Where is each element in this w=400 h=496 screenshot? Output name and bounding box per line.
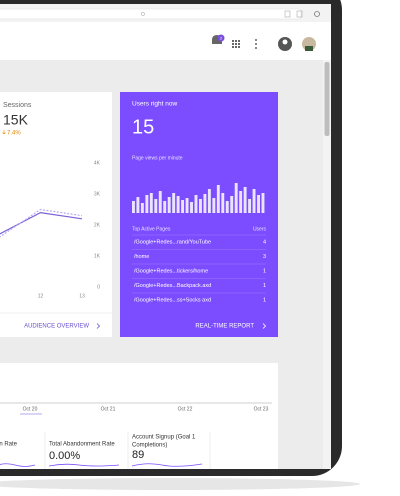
bar [212, 198, 216, 213]
metric-change: 7.4% [7, 131, 21, 137]
date-label: Oct 22 [178, 406, 193, 412]
bar [221, 193, 225, 213]
bar [190, 202, 193, 213]
bar [181, 200, 185, 213]
bar [136, 197, 140, 213]
avatar-shirt [305, 46, 313, 51]
page-path: /Google+Redes...ss+Socks axd [134, 297, 211, 303]
page-users: 1 [263, 283, 266, 289]
date-label: Oct 21 [101, 406, 116, 412]
table-header: Users [253, 226, 267, 232]
scroll-thumb[interactable] [324, 62, 330, 136]
metric-label: Total Abandonment Rate [49, 442, 115, 448]
bar [149, 193, 153, 213]
bar [257, 195, 260, 213]
bar [239, 191, 243, 213]
metric-label: Completions) [132, 443, 167, 449]
realtime-report-link[interactable]: REAL-TIME REPORT [195, 324, 254, 330]
page-path: /Google+Redes...tickers/home [134, 268, 208, 274]
table-header: Top Active Pages [132, 226, 171, 232]
address-bar[interactable] [0, 8, 302, 20]
bar [230, 196, 234, 213]
realtime-card [120, 92, 278, 337]
metric-value: 89 [132, 449, 144, 461]
bar [252, 189, 256, 213]
realtime-title: Users right now [132, 101, 177, 108]
app-header [0, 22, 331, 60]
notification-badge [217, 34, 225, 42]
timeline-card [0, 363, 278, 469]
page-path: /Google+Redes...Backpack.axd [134, 283, 211, 289]
bar [132, 201, 135, 213]
chevron [262, 323, 267, 329]
bar [167, 197, 171, 213]
bar [154, 199, 158, 213]
y-tick-label: 2K [94, 222, 101, 228]
bar [176, 196, 180, 213]
page-users: 1 [263, 297, 266, 303]
bar [163, 201, 167, 213]
share-icon[interactable] [284, 10, 291, 18]
shadow [0, 478, 360, 490]
account-icon-head [282, 39, 288, 45]
chart-title: Page views per minute [132, 155, 183, 161]
page-users: 1 [263, 268, 266, 274]
apps-icon[interactable] [232, 40, 240, 48]
bar [158, 191, 162, 213]
bar [248, 199, 252, 213]
page-users: 3 [263, 254, 266, 260]
metric-value: 0.00% [49, 450, 80, 462]
bar [140, 203, 144, 213]
metric-label: Sessions [3, 102, 32, 109]
realtime-value: 15 [132, 116, 154, 138]
y-tick-label: 0 [97, 284, 100, 290]
bar [207, 189, 211, 213]
scrollbar[interactable] [323, 60, 331, 469]
bar [194, 195, 198, 213]
metric-label: Account Signup (Goal 1 [132, 435, 196, 441]
bar [172, 193, 176, 213]
bar [145, 195, 149, 213]
date-label: Oct 23 [254, 406, 269, 412]
change-arrow [2, 130, 6, 135]
y-tick-label: 3K [94, 191, 101, 197]
chevron [96, 323, 101, 329]
bar [203, 194, 207, 213]
tabs-icon[interactable] [296, 10, 303, 18]
x-tick-label: 12 [38, 293, 44, 299]
page-path: /home [134, 254, 149, 260]
series-line [0, 208, 83, 238]
y-tick-label: 1K [94, 253, 101, 259]
notification-count: 2 [220, 35, 223, 40]
sparkline [0, 463, 203, 467]
x-tick-label: 13 [79, 293, 85, 299]
bar [261, 193, 265, 213]
page-users: 4 [263, 239, 266, 245]
bar [243, 187, 247, 213]
y-tick-label: 4K [94, 160, 101, 166]
bar [185, 198, 189, 213]
metric-label: on Rate [0, 442, 18, 448]
metric-value: 15K [3, 112, 29, 128]
series-line [0, 211, 83, 235]
bar [225, 201, 229, 213]
more-icon[interactable] [255, 39, 257, 49]
date-label: Oct 20 [23, 406, 38, 412]
lock-icon [141, 12, 145, 16]
settings-icon[interactable] [314, 11, 320, 17]
bar [199, 199, 202, 213]
bar [216, 185, 220, 213]
bar [234, 183, 238, 213]
page-path: /Google+Redes...rand/YouTube [134, 239, 211, 245]
audience-overview-link[interactable]: AUDIENCE OVERVIEW [24, 324, 89, 330]
